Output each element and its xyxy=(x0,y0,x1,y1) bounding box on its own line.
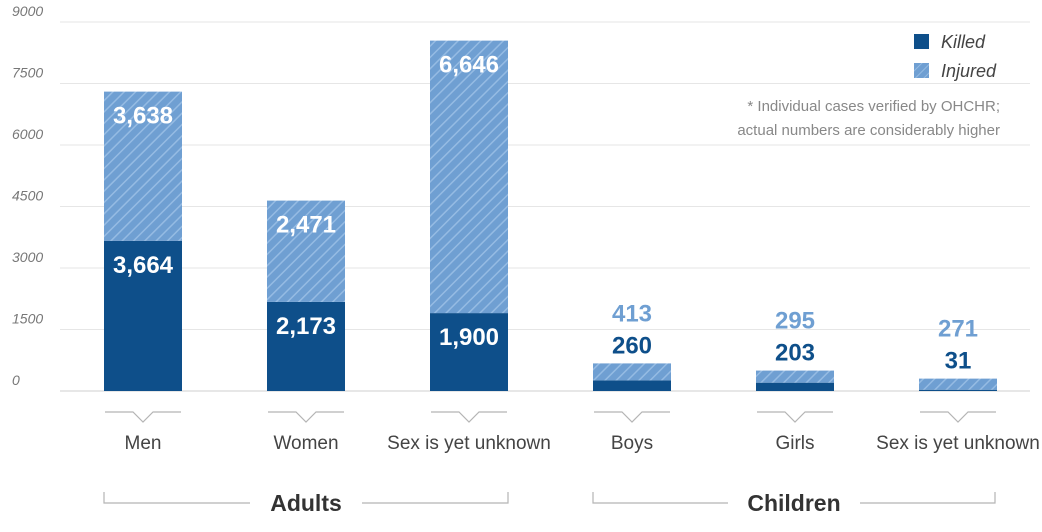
bar-killed xyxy=(104,240,182,391)
bar-killed xyxy=(756,382,834,391)
group-brackets: Adults Children xyxy=(103,490,996,516)
category-pointer xyxy=(920,411,996,423)
label-injured: 3,638 xyxy=(113,103,173,130)
group-bracket-left xyxy=(103,492,250,504)
gridlines xyxy=(60,21,1030,392)
category-label: Women xyxy=(273,433,338,454)
y-tick-label: 0 xyxy=(12,372,20,388)
note-line: actual numbers are considerably higher xyxy=(737,122,1000,139)
group-bracket-left xyxy=(592,492,728,504)
bar-killed xyxy=(430,313,508,391)
label-injured: 2,471 xyxy=(276,212,336,239)
bar-injured xyxy=(919,378,997,390)
label-injured: 271 xyxy=(938,316,978,343)
bar-injured xyxy=(756,370,834,383)
label-injured: 6,646 xyxy=(439,52,499,79)
label-killed: 31 xyxy=(945,348,972,375)
label-killed: 2,173 xyxy=(276,313,336,340)
group-label: Adults xyxy=(270,490,342,516)
bar-injured xyxy=(593,363,671,381)
y-tick-label: 9000 xyxy=(12,3,43,19)
bar-injured xyxy=(430,40,508,314)
bar-killed xyxy=(267,301,345,391)
bars xyxy=(104,40,997,391)
note-line: * Individual cases verified by OHCHR; xyxy=(747,98,1000,115)
label-killed: 203 xyxy=(775,340,815,367)
category-label: Girls xyxy=(775,433,814,454)
category-pointer xyxy=(105,411,181,423)
legend-label-injured: Injured xyxy=(941,61,997,81)
bar-injured xyxy=(267,200,345,302)
label-killed: 3,664 xyxy=(113,252,174,279)
group-bracket-right xyxy=(860,492,996,504)
category-pointer xyxy=(268,411,344,423)
label-injured: 295 xyxy=(775,308,815,335)
category-axis: Men Women Sex is yet unknown Boys Girls Sex i… xyxy=(105,411,1040,454)
category-label: Boys xyxy=(611,433,653,454)
category-pointer xyxy=(757,411,833,423)
y-tick-label: 4500 xyxy=(12,188,43,204)
y-tick-label: 3000 xyxy=(12,249,43,265)
category-pointer xyxy=(594,411,670,423)
category-pointer xyxy=(431,411,507,423)
category-label: Sex is yet unknown xyxy=(387,433,551,454)
y-tick-label: 6000 xyxy=(12,126,43,142)
label-injured: 413 xyxy=(612,300,652,327)
label-killed: 1,900 xyxy=(439,324,499,351)
label-killed: 260 xyxy=(612,332,652,359)
category-label: Men xyxy=(125,433,162,454)
bar-killed xyxy=(919,389,997,391)
y-tick-label: 1500 xyxy=(12,311,43,327)
legend-swatch-killed xyxy=(914,34,929,49)
group-label: Children xyxy=(747,490,840,516)
legend: Killed Injured xyxy=(914,32,997,81)
category-label: Sex is yet unknown xyxy=(876,433,1040,454)
legend-label-killed: Killed xyxy=(941,32,986,52)
data-labels: 3,664 3,638 2,173 2,471 1,900 6,646 260 413 203 2… xyxy=(113,52,978,375)
legend-swatch-injured xyxy=(914,63,929,78)
y-tick-label: 7500 xyxy=(12,65,43,81)
bar-killed xyxy=(593,380,671,391)
chart-note: * Individual cases verified by OHCHR; act… xyxy=(737,98,1000,139)
y-axis-ticks: 0 1500 3000 4500 6000 7500 9000 xyxy=(12,3,43,388)
bar-injured xyxy=(104,91,182,241)
group-bracket-right xyxy=(362,492,509,504)
